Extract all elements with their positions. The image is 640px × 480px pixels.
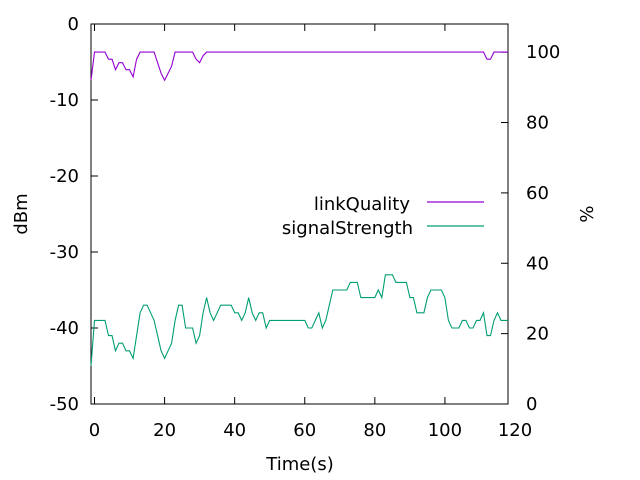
x-tick-label: 80	[363, 420, 386, 441]
y2-tick-label: 80	[526, 113, 549, 134]
x-tick-label: 60	[293, 420, 316, 441]
x-axis-label: Time(s)	[265, 454, 333, 475]
y-axis-label: dBm	[11, 193, 32, 234]
x-tick-label: 0	[89, 420, 100, 441]
y-tick-label: -50	[50, 394, 79, 415]
y-tick-label: -30	[50, 242, 79, 263]
legend-label-signalStrength: signalStrength	[282, 218, 413, 239]
x-tick-label: 100	[428, 420, 462, 441]
x-tick-labels: 0 20 40 60 80 100 120	[89, 420, 532, 441]
y2-tick-label: 40	[526, 253, 549, 274]
x-tick-label: 20	[153, 420, 176, 441]
plot-frame	[90, 23, 509, 405]
tick-marks	[91, 23, 508, 405]
y-tick-label: 0	[68, 14, 79, 35]
series-line-linkQuality	[90, 51, 508, 82]
series-line-signalStrength	[90, 274, 508, 367]
y2-tick-label: 60	[526, 183, 549, 204]
y2-tick-labels: 100 80 60 40 20 0	[526, 42, 560, 415]
y-tick-label: -20	[50, 166, 79, 187]
y2-tick-label: 20	[526, 324, 549, 345]
legend: linkQuality signalStrength	[282, 194, 484, 239]
series-lines	[90, 51, 508, 367]
y2-tick-label: 100	[526, 42, 560, 63]
x-tick-label: 40	[223, 420, 246, 441]
y-tick-label: -10	[50, 90, 79, 111]
x-tick-label: 120	[498, 420, 532, 441]
y-tick-labels: 0 -10 -20 -30 -40 -50	[50, 14, 79, 415]
legend-label-linkQuality: linkQuality	[314, 194, 411, 215]
y2-axis-label: %	[577, 205, 598, 222]
y2-tick-label: 0	[526, 394, 537, 415]
y-tick-label: -40	[50, 318, 79, 339]
